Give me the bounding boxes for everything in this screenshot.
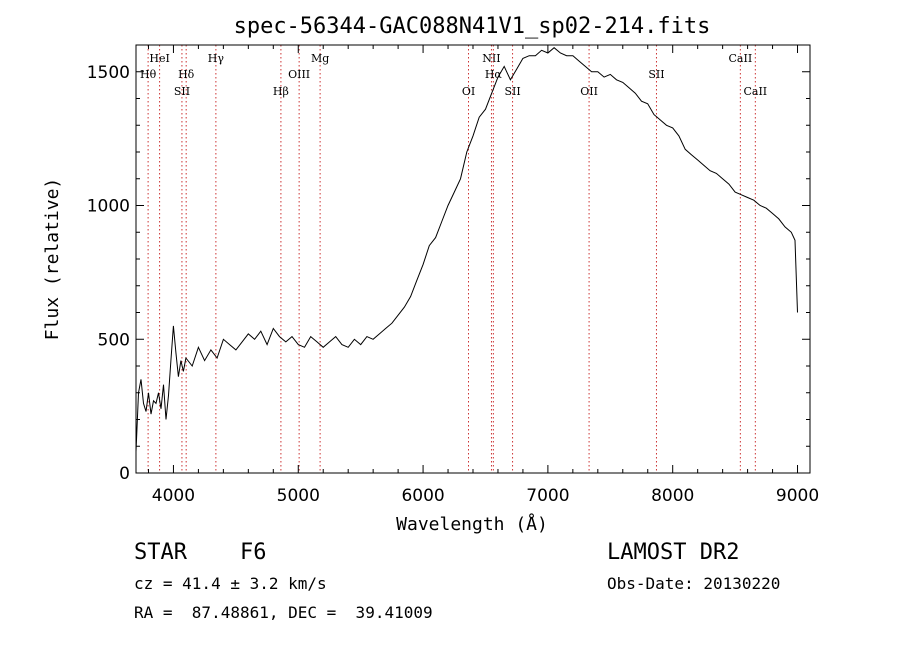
spectrum-chart: spec-56344-GAC088N41V1_sp02-214.fits Hθ H… bbox=[42, 14, 819, 535]
line-marker-label: CaII bbox=[729, 52, 753, 65]
line-marker-label: Hθ bbox=[140, 68, 157, 81]
y-tick-label: 500 bbox=[98, 330, 130, 350]
line-marker-label: Mg bbox=[311, 52, 329, 65]
line-marker-label: OI bbox=[462, 85, 475, 98]
y-tick-label: 1000 bbox=[87, 197, 130, 217]
line-marker-label: SII bbox=[648, 68, 664, 81]
survey-name: LAMOST DR2 bbox=[607, 540, 740, 565]
object-class: STAR bbox=[134, 540, 187, 565]
line-marker-label: NII bbox=[482, 52, 500, 65]
spectrum-series-line bbox=[135, 47, 798, 452]
line-marker-label: OIII bbox=[288, 68, 310, 81]
line-marker-label: Hγ bbox=[208, 52, 225, 65]
line-marker-label: Hδ bbox=[178, 68, 195, 81]
x-tick-label: 4000 bbox=[152, 486, 195, 506]
x-tick-label: 9000 bbox=[776, 486, 819, 506]
x-axis-label: Wavelength (Å) bbox=[396, 513, 548, 535]
plot-frame bbox=[135, 44, 811, 474]
x-tick-label: 5000 bbox=[277, 486, 320, 506]
y-tick-label: 1500 bbox=[87, 63, 130, 83]
line-marker-label: CaII bbox=[743, 85, 767, 98]
object-subclass: F6 bbox=[240, 540, 267, 565]
line-marker-label: OII bbox=[580, 85, 598, 98]
line-marker-label: SII bbox=[504, 85, 520, 98]
line-marker-label: HeI bbox=[149, 52, 169, 65]
redshift-cz: cz = 41.4 ± 3.2 km/s bbox=[134, 574, 327, 593]
observation-date: Obs-Date: 20130220 bbox=[607, 574, 781, 593]
ra-dec-coordinates: RA = 87.48861, DEC = 39.41009 bbox=[134, 603, 433, 622]
line-marker-label: Hβ bbox=[273, 85, 289, 98]
x-tick-label: 7000 bbox=[526, 486, 569, 506]
x-tick-label: 8000 bbox=[651, 486, 694, 506]
line-marker-label: SII bbox=[174, 85, 190, 98]
y-axis-label: Flux (relative) bbox=[42, 178, 63, 341]
chart-title: spec-56344-GAC088N41V1_sp02-214.fits bbox=[234, 14, 711, 39]
axes: 4000 5000 6000 7000 8000 9000 0 500 1000 1500 bbox=[87, 45, 819, 506]
y-tick-label: 0 bbox=[119, 464, 130, 484]
x-tick-label: 6000 bbox=[401, 486, 444, 506]
